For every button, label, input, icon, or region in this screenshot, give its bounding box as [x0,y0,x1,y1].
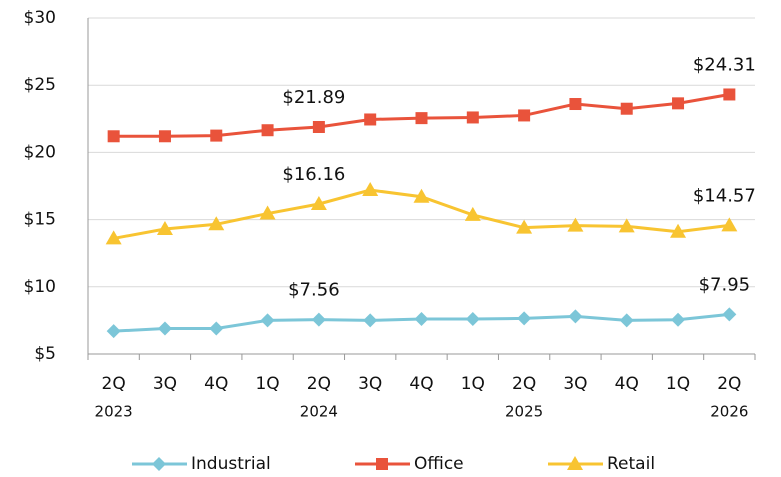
marker [105,230,122,245]
marker [721,217,738,232]
marker [107,130,120,143]
legend-label: Retail [607,454,655,474]
marker [362,182,379,197]
marker [106,324,121,339]
marker [209,321,224,336]
marker [157,321,172,336]
marker [414,312,429,327]
marker [620,102,633,115]
marker [415,112,428,125]
marker [413,188,430,203]
marker [619,313,634,328]
marker [210,129,223,142]
x-tick-label: 2Q [307,374,331,394]
marker [310,196,327,211]
y-tick-label: $10 [24,277,56,297]
marker [722,307,737,322]
x-tick-label: 3Q [358,374,382,394]
marker [465,312,480,327]
x-tick-label: 1Q [461,374,485,394]
series [105,182,738,245]
marker [670,223,687,238]
y-tick-label: $30 [24,8,56,28]
x-tick-label: 2Q [512,374,536,394]
y-tick-label: $15 [24,210,56,230]
marker [568,309,583,324]
data-label: $24.31 [693,54,756,75]
marker [464,206,481,221]
x-tick-label: 2Q [717,374,741,394]
x-tick-label: 4Q [204,374,228,394]
marker [516,219,533,234]
marker [259,205,276,220]
data-label: $14.57 [693,185,756,206]
x-tick-label: 4Q [409,374,433,394]
x-tick-label: 1Q [666,374,690,394]
marker [671,312,686,327]
marker [363,313,378,328]
x-group-label: 2023 [95,403,133,421]
marker [567,217,584,232]
marker [158,130,171,143]
series [106,307,737,339]
marker [208,216,225,231]
marker [466,111,479,124]
x-group-label: 2026 [710,403,748,421]
data-label: $7.95 [699,274,751,295]
x-tick-label: 2Q [102,374,126,394]
marker [311,312,326,327]
series [107,88,736,143]
marker [260,313,275,328]
x-tick-label: 3Q [153,374,177,394]
marker [672,97,685,110]
x-tick-label: 3Q [563,374,587,394]
y-tick-label: $20 [24,142,56,162]
marker [156,221,173,236]
y-tick-label: $5 [34,344,56,364]
marker [618,218,635,233]
marker [569,98,582,111]
marker [376,458,388,470]
x-group-label: 2025 [505,403,543,421]
marker [152,457,166,471]
data-label: $7.56 [288,280,340,301]
x-tick-label: 1Q [255,374,279,394]
x-group-label: 2024 [300,403,338,421]
marker [723,88,736,101]
legend-label: Office [414,454,464,474]
marker [567,456,583,470]
x-tick-label: 4Q [615,374,639,394]
data-label: $21.89 [282,87,345,108]
data-label: $16.16 [282,164,345,185]
marker [364,113,377,126]
legend-label: Industrial [191,454,271,474]
y-tick-label: $25 [24,75,56,95]
marker [518,109,531,122]
marker [312,120,325,133]
marker [261,124,274,137]
marker [517,311,532,326]
